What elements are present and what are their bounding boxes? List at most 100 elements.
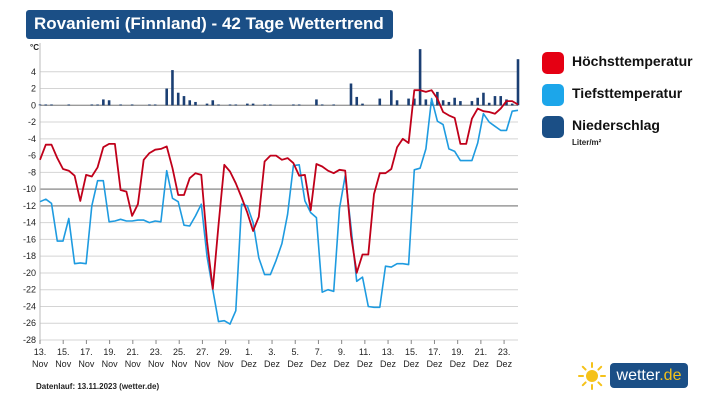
y-tick-label: -26 (23, 318, 36, 328)
precip-bar (263, 104, 266, 106)
precip-bar (153, 104, 157, 106)
precip-bar (493, 96, 497, 106)
precip-bar (50, 104, 53, 106)
precip-bar (234, 104, 238, 106)
x-tick-month: Nov (148, 359, 165, 369)
precip-bar (470, 101, 474, 106)
brand-name: wetter.de (610, 363, 688, 388)
x-tick-month: Nov (32, 359, 49, 369)
x-tick-day: 25. (173, 347, 186, 357)
brand-suffix: .de (659, 367, 682, 384)
grid (39, 43, 518, 341)
legend-precip-swatch (542, 116, 564, 138)
y-axis-unit: °C (30, 43, 39, 52)
temperature-lines (39, 89, 519, 325)
precip-bar (44, 104, 48, 106)
precip-bar (361, 103, 364, 106)
x-tick-month: Dez (310, 359, 327, 369)
precip-bar (424, 99, 428, 106)
y-tick-label: -14 (23, 218, 36, 228)
y-tick-label: -10 (23, 184, 36, 194)
y-tick-label: -4 (28, 134, 36, 144)
x-tick-month: Dez (357, 359, 374, 369)
x-tick-month: Dez (403, 359, 420, 369)
x-tick-month: Nov (218, 359, 235, 369)
legend-low-label: Tiefsttemperatur (572, 85, 683, 101)
precip-bar (251, 103, 255, 106)
x-tick-day: 5. (291, 347, 299, 357)
precip-bar (487, 102, 491, 106)
high-temperature-line (39, 89, 519, 290)
precip-bar (228, 104, 232, 106)
precip-bar (90, 104, 94, 106)
x-tick-day: 19. (103, 347, 116, 357)
legend-high-label: Höchsttemperatur (572, 53, 693, 69)
precip-bar (407, 98, 410, 106)
y-tick-label: -6 (28, 151, 36, 161)
legend-precip-label: Niederschlag (572, 117, 660, 133)
precip-bar (349, 83, 353, 106)
x-tick-month: Nov (194, 359, 211, 369)
x-tick-day: 29. (219, 347, 232, 357)
chart-title: Rovaniemi (Finnland) - 42 Tage Wettertre… (34, 14, 384, 33)
brand-text: wetter (616, 367, 660, 384)
x-tick-day: 17. (428, 347, 441, 357)
precip-bar (188, 100, 192, 106)
precip-bar (315, 99, 318, 106)
precip-bar (176, 92, 180, 106)
y-tick-label: 0 (31, 100, 36, 110)
x-axis-ticks: 13. Nov 15. Nov 17. Nov 19. Nov 21. Nov 23. Nov 25. N… (32, 340, 513, 369)
precip-bar (205, 103, 209, 106)
sun-icon (578, 362, 606, 390)
precip-bar (459, 101, 462, 106)
x-tick-month: Nov (125, 359, 142, 369)
precip-bar (355, 96, 359, 106)
precip-bar (395, 100, 399, 106)
precip-bar (148, 104, 151, 106)
footnote: Datenlauf: 13.11.2023 (wetter.de) (36, 382, 160, 391)
precip-bar (297, 104, 301, 106)
precip-bar (390, 90, 393, 106)
precip-bar (476, 97, 479, 106)
x-tick-day: 27. (196, 347, 209, 357)
precip-bar (171, 70, 174, 106)
legend-precip-unit: Liter/m² (572, 138, 602, 147)
precip-bar (211, 100, 215, 106)
precip-bar (413, 98, 416, 106)
x-tick-day: 19. (451, 347, 464, 357)
precip-bar (510, 103, 514, 106)
precip-bar (102, 99, 105, 106)
y-tick-label: -16 (23, 234, 36, 244)
brand-logo: wetter.de (578, 362, 690, 390)
y-tick-label: 4 (31, 67, 36, 77)
precip-bar (332, 104, 336, 106)
precip-bar (499, 96, 503, 106)
precip-bar (269, 104, 272, 106)
x-tick-month: Dez (334, 359, 351, 369)
legend-high-swatch (542, 52, 564, 74)
x-tick-day: 15. (405, 347, 418, 357)
precip-bar (38, 104, 42, 106)
x-tick-day: 3. (268, 347, 276, 357)
legend-low-swatch (542, 84, 564, 106)
precip-bar (418, 49, 422, 106)
x-tick-month: Dez (380, 359, 397, 369)
y-tick-label: -24 (23, 301, 36, 311)
y-tick-label: -8 (28, 167, 36, 177)
precip-bar (453, 97, 456, 106)
x-tick-month: Dez (241, 359, 258, 369)
precip-bar (130, 104, 134, 106)
precip-bar (516, 59, 520, 106)
precip-bar (96, 104, 99, 106)
low-temperature-line (39, 97, 519, 325)
precip-bar (107, 100, 111, 106)
y-tick-label: 2 (31, 84, 36, 94)
precip-bar (482, 92, 485, 106)
x-tick-day: 15. (57, 347, 70, 357)
precip-bar (119, 104, 122, 106)
x-tick-month: Dez (287, 359, 304, 369)
precip-bar (182, 96, 186, 106)
precip-bar (378, 98, 382, 106)
y-tick-label: -22 (23, 285, 36, 295)
